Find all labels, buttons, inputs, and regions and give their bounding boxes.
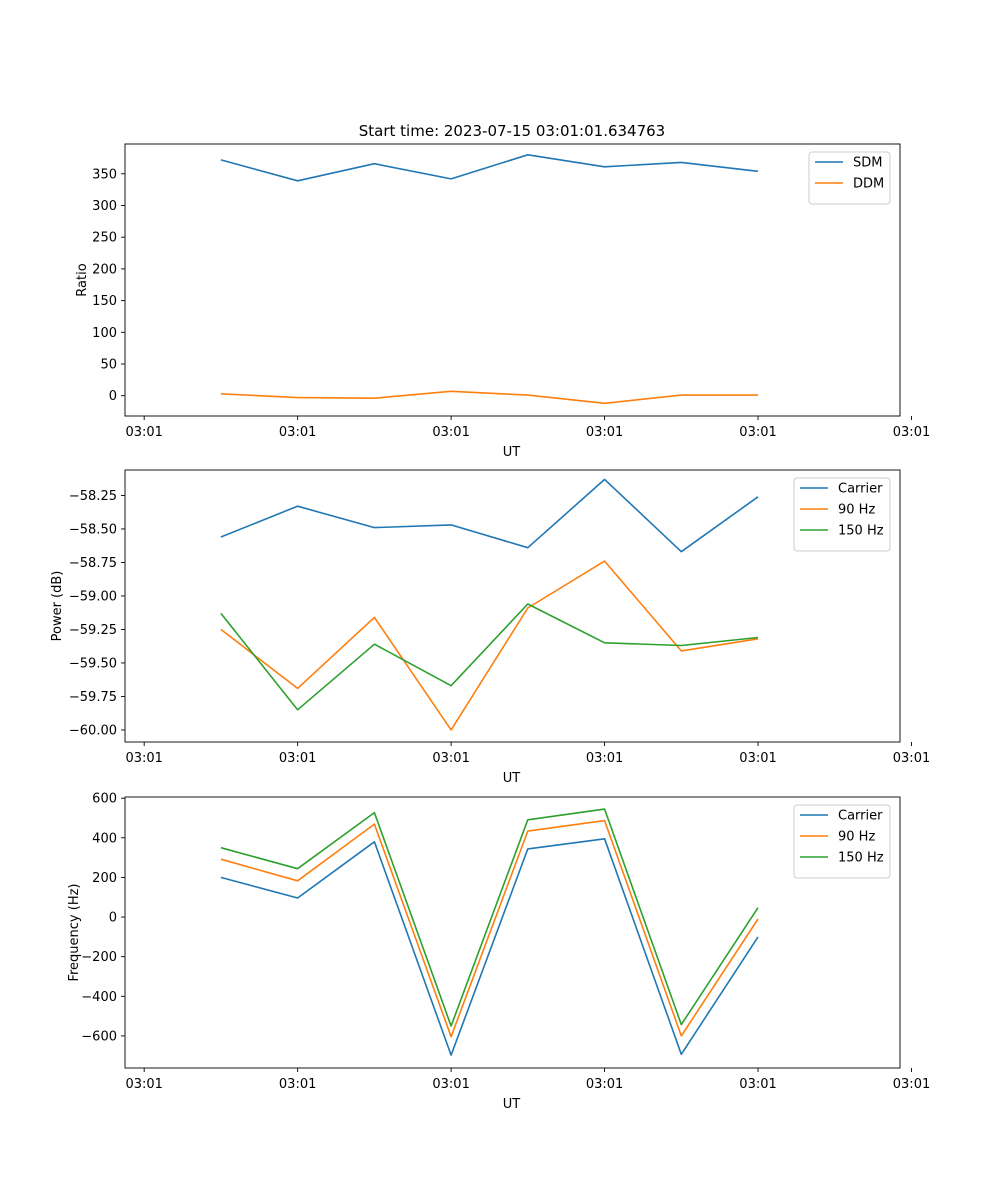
x-axis-label: UT bbox=[503, 1097, 521, 1112]
chart-panel-1: 03:0103:0103:0103:0103:0103:0103:02UT050… bbox=[75, 143, 930, 460]
legend-label: SDM bbox=[853, 156, 882, 171]
y-tick-label: −60.00 bbox=[69, 723, 117, 738]
y-tick-label: 250 bbox=[92, 231, 117, 246]
x-tick-label: 03:01 bbox=[432, 1077, 469, 1092]
y-axis-label: Ratio bbox=[75, 263, 90, 296]
y-tick-label: −58.75 bbox=[69, 556, 117, 571]
y-tick-label: 0 bbox=[109, 911, 117, 926]
series-line-150-hz bbox=[220, 808, 759, 1027]
legend-label: 150 Hz bbox=[838, 851, 884, 866]
legend-label: 90 Hz bbox=[838, 830, 875, 845]
series-line-sdm bbox=[220, 154, 759, 182]
y-tick-label: 50 bbox=[100, 358, 117, 373]
x-tick-label: 03:01 bbox=[893, 1077, 930, 1092]
y-tick-label: −200 bbox=[81, 950, 117, 965]
y-tick-label: 400 bbox=[92, 831, 117, 846]
axes-frame bbox=[124, 469, 901, 743]
x-tick-label: 03:01 bbox=[893, 425, 930, 440]
x-tick-label: 03:01 bbox=[739, 425, 776, 440]
legend: Carrier 90 Hz 150 Hz bbox=[793, 804, 891, 879]
legend-label: 90 Hz bbox=[838, 503, 875, 518]
figure-title: Start time: 2023-07-15 03:01:01.634763 bbox=[359, 122, 665, 140]
series-line-90-hz bbox=[220, 560, 759, 731]
series-line-150-hz bbox=[220, 603, 759, 711]
x-tick-label: 03:01 bbox=[125, 1077, 162, 1092]
x-tick-label: 03:01 bbox=[279, 751, 316, 766]
legend: Carrier 90 Hz 150 Hz bbox=[793, 477, 891, 552]
legend: SDM DDM bbox=[808, 151, 891, 205]
y-tick-label: −58.50 bbox=[69, 522, 117, 537]
y-tick-label: −59.25 bbox=[69, 623, 117, 638]
y-tick-label: −59.50 bbox=[69, 656, 117, 671]
axes-frame bbox=[124, 143, 901, 417]
y-tick-label: 200 bbox=[92, 871, 117, 886]
series-line-90-hz bbox=[220, 819, 759, 1038]
y-tick-label: −59.75 bbox=[69, 690, 117, 705]
y-axis-label: Power (dB) bbox=[50, 571, 65, 642]
x-tick-label: 03:01 bbox=[739, 751, 776, 766]
legend-box bbox=[793, 477, 891, 552]
legend-label: Carrier bbox=[838, 482, 883, 497]
legend-label: Carrier bbox=[838, 809, 883, 824]
y-tick-label: 150 bbox=[92, 294, 117, 309]
y-axis-label: Frequency (Hz) bbox=[67, 883, 82, 981]
legend-label: 150 Hz bbox=[838, 524, 884, 539]
y-tick-label: 300 bbox=[92, 199, 117, 214]
chart-panel-2: 03:0103:0103:0103:0103:0103:0103:02UT−60… bbox=[50, 469, 930, 786]
x-tick-label: 03:01 bbox=[279, 425, 316, 440]
y-tick-label: −59.00 bbox=[69, 589, 117, 604]
axes-frame bbox=[124, 796, 901, 1069]
x-tick-label: 03:01 bbox=[586, 751, 623, 766]
x-tick-label: 03:01 bbox=[739, 1077, 776, 1092]
y-tick-label: −600 bbox=[81, 1029, 117, 1044]
legend-box bbox=[793, 804, 891, 879]
legend-label: DDM bbox=[853, 177, 884, 192]
x-tick-label: 03:01 bbox=[586, 425, 623, 440]
x-tick-label: 03:01 bbox=[432, 751, 469, 766]
y-tick-label: 350 bbox=[92, 167, 117, 182]
x-axis-label: UT bbox=[503, 771, 521, 786]
y-tick-label: −58.25 bbox=[69, 489, 117, 504]
y-tick-label: 600 bbox=[92, 792, 117, 807]
y-tick-label: 200 bbox=[92, 262, 117, 277]
series-line-ddm bbox=[220, 390, 758, 405]
x-tick-label: 03:01 bbox=[125, 425, 162, 440]
x-axis-label: UT bbox=[503, 445, 521, 460]
chart-panel-3: 03:0103:0103:0103:0103:0103:0103:02UT−60… bbox=[67, 792, 930, 1112]
legend-box bbox=[808, 151, 891, 205]
y-tick-label: −400 bbox=[81, 990, 117, 1005]
y-tick-label: 0 bbox=[109, 389, 117, 404]
x-tick-label: 03:01 bbox=[432, 425, 469, 440]
y-tick-label: 100 bbox=[92, 326, 117, 341]
x-tick-label: 03:01 bbox=[125, 751, 162, 766]
x-tick-label: 03:01 bbox=[586, 1077, 623, 1092]
series-line-carrier bbox=[220, 478, 759, 553]
series-line-carrier bbox=[220, 837, 759, 1056]
x-tick-label: 03:01 bbox=[279, 1077, 316, 1092]
x-tick-label: 03:01 bbox=[893, 751, 930, 766]
